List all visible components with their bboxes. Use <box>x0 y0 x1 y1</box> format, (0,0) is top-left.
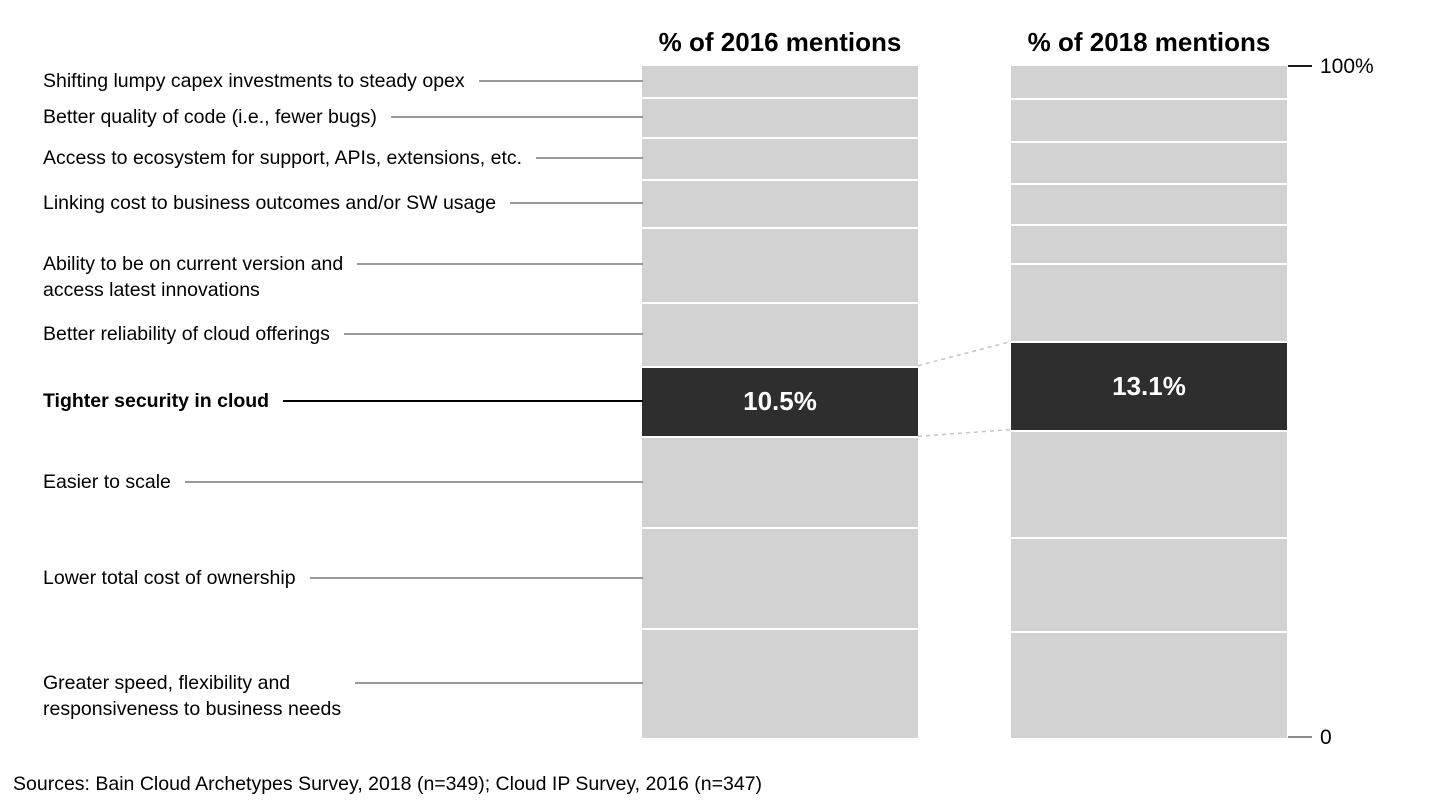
category-label: Lower total cost of ownership <box>43 567 296 589</box>
category-label: Access to ecosystem for support, APIs, e… <box>43 147 523 169</box>
stacked-bar-2018: 13.1% <box>1011 66 1287 738</box>
bar-segment <box>642 301 918 366</box>
bar-segment <box>1011 223 1287 263</box>
column-header-2016: % of 2016 mentions <box>658 27 902 57</box>
axis-tick-top <box>1288 65 1312 67</box>
bar-segment-highlight: 13.1% <box>1011 341 1287 430</box>
label-connector-line <box>478 80 643 82</box>
bar-segment <box>1011 140 1287 183</box>
category-label: Better reliability of cloud offerings <box>43 323 330 345</box>
category-row: Greater speed, flexibility and responsiv… <box>43 670 643 722</box>
category-label: Linking cost to business outcomes and/or… <box>43 192 497 214</box>
bar-segment <box>1011 97 1287 141</box>
axis-label-100: 100% <box>1320 55 1374 78</box>
bar-segment <box>642 178 918 227</box>
category-row: Ability to be on current version and acc… <box>43 251 643 303</box>
bar-segment-highlight: 10.5% <box>642 365 918 437</box>
label-connector-line <box>357 263 643 265</box>
category-label: Better quality of code (i.e., fewer bugs… <box>43 106 377 128</box>
label-connector-line <box>355 682 643 684</box>
category-label: Tighter security in cloud <box>43 390 270 412</box>
label-connector-line <box>536 157 643 159</box>
label-connector-line <box>283 400 643 402</box>
dashed-connector-line <box>917 340 1012 367</box>
source-note: Sources: Bain Cloud Archetypes Survey, 2… <box>13 773 763 795</box>
category-label: Greater speed, flexibility and responsiv… <box>43 672 342 720</box>
category-row: Shifting lumpy capex investments to stea… <box>43 68 643 94</box>
category-label: Easier to scale <box>43 471 171 493</box>
bar-segment <box>642 96 918 138</box>
label-connector-line <box>510 202 643 204</box>
bar-segment <box>1011 537 1287 632</box>
label-connector-line <box>184 481 643 483</box>
axis-label-0: 0 <box>1320 726 1332 749</box>
value-label: 10.5% <box>743 386 817 417</box>
bar-segment <box>642 526 918 629</box>
bar-segment <box>1011 631 1287 738</box>
value-label: 13.1% <box>1112 370 1186 401</box>
category-row: Better reliability of cloud offerings <box>43 321 643 347</box>
bar-segment <box>642 226 918 302</box>
bar-segment <box>1011 262 1287 342</box>
category-row: Easier to scale <box>43 469 643 495</box>
label-connector-line <box>309 577 643 579</box>
bar-segment <box>1011 429 1287 538</box>
label-connector-line <box>390 116 643 118</box>
bar-segment <box>1011 66 1287 98</box>
bar-segment <box>642 628 918 738</box>
label-connector-line <box>343 333 643 335</box>
category-row: Better quality of code (i.e., fewer bugs… <box>43 104 643 130</box>
bar-segment <box>642 137 918 179</box>
category-row: Tighter security in cloud <box>43 388 643 414</box>
dashed-connector-line <box>917 428 1012 438</box>
bar-segment <box>642 436 918 527</box>
category-row: Linking cost to business outcomes and/or… <box>43 190 643 216</box>
bar-segment <box>642 66 918 97</box>
bar-segment <box>1011 182 1287 224</box>
category-label: Ability to be on current version and acc… <box>43 253 344 301</box>
category-row: Access to ecosystem for support, APIs, e… <box>43 145 643 171</box>
category-row: Lower total cost of ownership <box>43 565 643 591</box>
axis-tick-bottom <box>1288 736 1312 738</box>
column-header-2018: % of 2018 mentions <box>1027 27 1271 57</box>
category-label: Shifting lumpy capex investments to stea… <box>43 70 465 92</box>
stacked-bar-2016: 10.5% <box>642 66 918 738</box>
